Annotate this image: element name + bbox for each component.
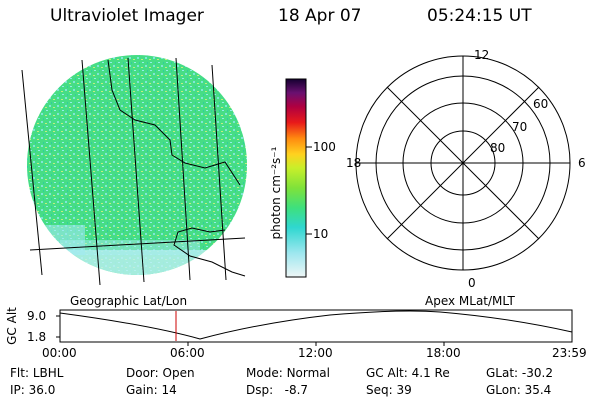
mlt-label-6: 6 (578, 156, 586, 170)
color-scale-bar (285, 78, 312, 278)
time-tick-0000: 00:00 (42, 346, 77, 360)
instrument-title: Ultraviolet Imager (50, 6, 204, 26)
filter-label: Flt: (10, 366, 29, 380)
mode-value: Normal (286, 366, 330, 380)
glat-label: GLat: (486, 366, 519, 380)
geographic-panel-label: Geographic Lat/Lon (70, 294, 188, 308)
door-label: Door: (126, 366, 159, 380)
altitude-timeline (56, 309, 573, 346)
earth-disk-image (27, 55, 247, 275)
gc-alt-axis-label: GC Alt (5, 307, 19, 345)
glon-status: GLon: 35.4 (486, 383, 551, 397)
mode-label: Mode: (246, 366, 283, 380)
filter-status: Flt: LBHL (10, 366, 63, 380)
time-tick-2359: 23:59 (552, 346, 587, 360)
glat-status: GLat: -30.2 (486, 366, 553, 380)
alt-tick-low: 1.8 (27, 330, 47, 344)
glon-value: 35.4 (524, 383, 552, 397)
date-label: 18 Apr 07 (278, 6, 362, 26)
gain-value: 14 (161, 383, 177, 397)
mlt-label-18: 18 (346, 156, 362, 170)
apex-panel-label: Apex MLat/MLT (425, 294, 515, 308)
door-status: Door: Open (126, 366, 195, 380)
ip-value: 36.0 (28, 383, 56, 397)
time-tick-1800: 18:00 (426, 346, 461, 360)
door-value: Open (162, 366, 195, 380)
ip-label: IP: (10, 383, 25, 397)
lat-label-60: 60 (533, 97, 549, 111)
seq-status: Seq: 39 (366, 383, 412, 397)
gain-label: Gain: (126, 383, 158, 397)
colorbar-unit-label: photon cm⁻²s⁻¹ (269, 146, 283, 240)
geographic-grid (21, 57, 246, 286)
filter-value: LBHL (32, 366, 64, 380)
seq-value: 39 (396, 383, 412, 397)
dsp-status: Dsp: -8.7 (246, 383, 308, 397)
gc-alt-value: 4.1 Re (411, 366, 450, 380)
mlt-label-0: 0 (468, 276, 476, 290)
mlt-label-12: 12 (474, 48, 490, 62)
ip-status: IP: 36.0 (10, 383, 55, 397)
glat-value: -30.2 (521, 366, 553, 380)
lat-label-70: 70 (512, 120, 528, 134)
dsp-label: Dsp: (246, 383, 274, 397)
colorbar-tick-100: 100 (313, 140, 336, 154)
lat-label-80: 80 (490, 141, 506, 155)
time-tick-1200: 12:00 (298, 346, 333, 360)
mode-status: Mode: Normal (246, 366, 330, 380)
alt-tick-high: 9.0 (27, 309, 47, 323)
polar-mlat-mlt-plot (355, 55, 571, 271)
dsp-value: -8.7 (284, 383, 309, 397)
glon-label: GLon: (486, 383, 521, 397)
colorbar-tick-10: 10 (313, 227, 329, 241)
time-label: 05:24:15 UT (427, 6, 532, 26)
gain-status: Gain: 14 (126, 383, 177, 397)
gc-alt-status: GC Alt: 4.1 Re (366, 366, 450, 380)
seq-label: Seq: (366, 383, 393, 397)
gc-alt-label: GC Alt: (366, 366, 408, 380)
time-tick-0600: 06:00 (170, 346, 205, 360)
